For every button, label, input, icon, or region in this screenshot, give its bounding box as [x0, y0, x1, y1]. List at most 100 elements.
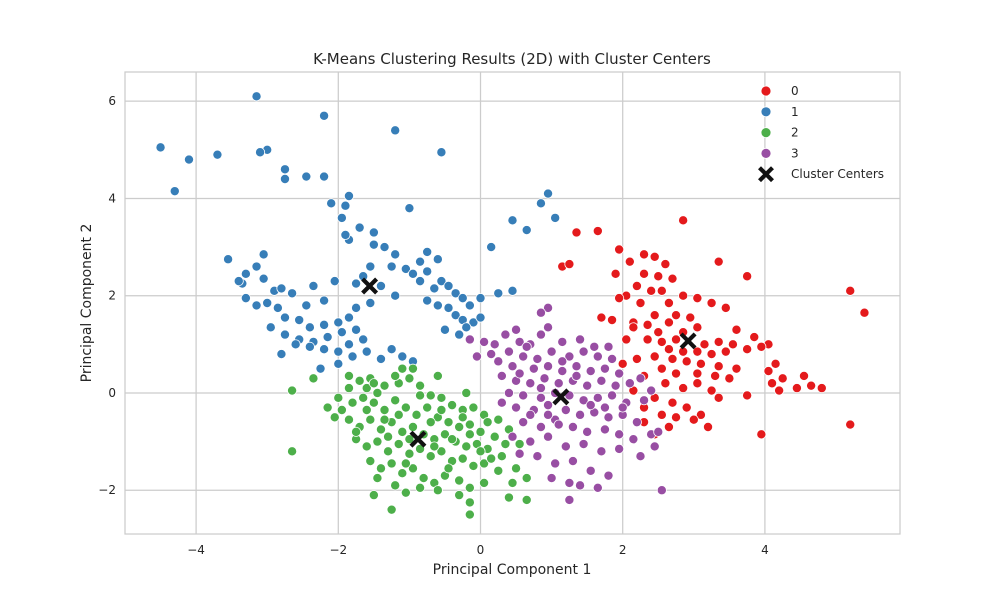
- cluster-1-point: [415, 276, 426, 287]
- cluster-1-point: [336, 327, 347, 338]
- cluster-2-point: [475, 426, 486, 437]
- cluster-1-point: [358, 334, 369, 345]
- cluster-3-point: [535, 329, 546, 340]
- cluster-0-point: [614, 244, 625, 255]
- cluster-3-point: [496, 397, 507, 408]
- cluster-3-point: [560, 441, 571, 452]
- cluster-2-point: [358, 392, 369, 403]
- cluster-2-point: [347, 397, 358, 408]
- cluster-3-point: [603, 470, 614, 481]
- cluster-3-point: [564, 477, 575, 488]
- cluster-1-point: [443, 280, 454, 291]
- cluster-2-point: [368, 378, 379, 389]
- cluster-0-point: [607, 315, 618, 326]
- x-axis-ticks: −4 −2 0 2 4: [187, 543, 768, 557]
- cluster-2-point: [479, 458, 490, 469]
- cluster-0-point: [624, 256, 635, 267]
- cluster-0-point: [845, 285, 856, 296]
- cluster-3-point: [532, 353, 543, 364]
- cluster-1-point: [386, 261, 397, 272]
- cluster-3-point: [521, 341, 532, 352]
- cluster-2-point: [397, 363, 408, 374]
- cluster-1-point: [319, 295, 330, 306]
- cluster-1-point: [319, 110, 330, 121]
- cluster-3-point: [603, 341, 614, 352]
- cluster-1-point: [390, 290, 401, 301]
- cluster-1-point: [319, 344, 330, 355]
- grid: [125, 72, 900, 534]
- cluster-3-point: [493, 356, 504, 367]
- y-tick-label: 2: [108, 289, 116, 303]
- cluster-0-point: [656, 285, 667, 296]
- cluster-1-point: [475, 293, 486, 304]
- cluster-1-point: [464, 300, 475, 311]
- cluster-3-point: [500, 329, 511, 340]
- x-tick-label: 0: [477, 543, 485, 557]
- cluster-1-point: [333, 346, 344, 357]
- cluster-3-point: [464, 334, 475, 345]
- cluster-2-point: [447, 434, 458, 445]
- cluster-3-point: [575, 480, 586, 491]
- cluster-0-point: [713, 361, 724, 372]
- cluster-3-point: [596, 375, 607, 386]
- cluster-1-point: [379, 242, 390, 253]
- cluster-0-point: [649, 251, 660, 262]
- cluster-2-point: [386, 504, 397, 515]
- cluster-2-point: [486, 453, 497, 464]
- cluster-2-point: [372, 387, 383, 398]
- cluster-2-point: [386, 458, 397, 469]
- cluster-3-point: [535, 392, 546, 403]
- cluster-3-point: [479, 336, 490, 347]
- cluster-1-point: [279, 329, 290, 340]
- cluster-2-point: [422, 402, 433, 413]
- cluster-2-point: [464, 482, 475, 493]
- cluster-2-point: [436, 446, 447, 457]
- cluster-3-point: [543, 400, 554, 411]
- cluster-2-point: [333, 392, 344, 403]
- cluster-1-point: [279, 173, 290, 184]
- cluster-1-point: [343, 312, 354, 323]
- cluster-3-point: [582, 380, 593, 391]
- cluster-2-point: [287, 385, 298, 396]
- x-tick-label: −2: [329, 543, 347, 557]
- cluster-0-point: [742, 344, 753, 355]
- cluster-0-point: [667, 397, 678, 408]
- cluster-0-point: [692, 322, 703, 333]
- cluster-1-point: [290, 339, 301, 350]
- x-tick-label: 4: [761, 543, 769, 557]
- cluster-3-point: [589, 341, 600, 352]
- cluster-2-point: [511, 463, 522, 474]
- cluster-0-point: [731, 363, 742, 374]
- cluster-1-point: [212, 149, 223, 160]
- cluster-1-point: [155, 142, 166, 153]
- cluster-2-point: [383, 446, 394, 457]
- cluster-1-point: [450, 288, 461, 299]
- cluster-3-point: [550, 458, 561, 469]
- cluster-2-point: [514, 439, 525, 450]
- cluster-2-point: [468, 402, 479, 413]
- cluster-1-point: [233, 276, 244, 287]
- cluster-center-marker: [361, 277, 379, 295]
- legend-label-1: 1: [791, 105, 799, 119]
- cluster-2-point: [404, 434, 415, 445]
- cluster-1-point: [343, 191, 354, 202]
- cluster-0-point: [614, 293, 625, 304]
- cluster-0-point: [663, 297, 674, 308]
- cluster-3-point: [578, 346, 589, 357]
- cluster-1-point: [386, 344, 397, 355]
- cluster-2-point: [365, 414, 376, 425]
- cluster-1-point: [450, 310, 461, 321]
- cluster-3-point: [571, 361, 582, 372]
- cluster-2-point: [507, 477, 518, 488]
- cluster-2-point: [457, 412, 468, 423]
- cluster-1-point: [258, 249, 269, 260]
- cluster-3-point: [631, 417, 642, 428]
- cluster-3-point: [646, 385, 657, 396]
- cluster-0-point: [777, 373, 788, 384]
- cluster-0-point: [774, 385, 785, 396]
- cluster-3-point: [525, 436, 536, 447]
- cluster-3-point: [607, 353, 618, 364]
- cluster-1-point: [279, 164, 290, 175]
- cluster-1-point: [287, 288, 298, 299]
